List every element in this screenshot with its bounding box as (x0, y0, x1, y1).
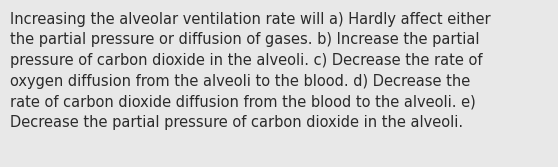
Text: Increasing the alveolar ventilation rate will a) Hardly affect either
the partia: Increasing the alveolar ventilation rate… (10, 12, 490, 130)
